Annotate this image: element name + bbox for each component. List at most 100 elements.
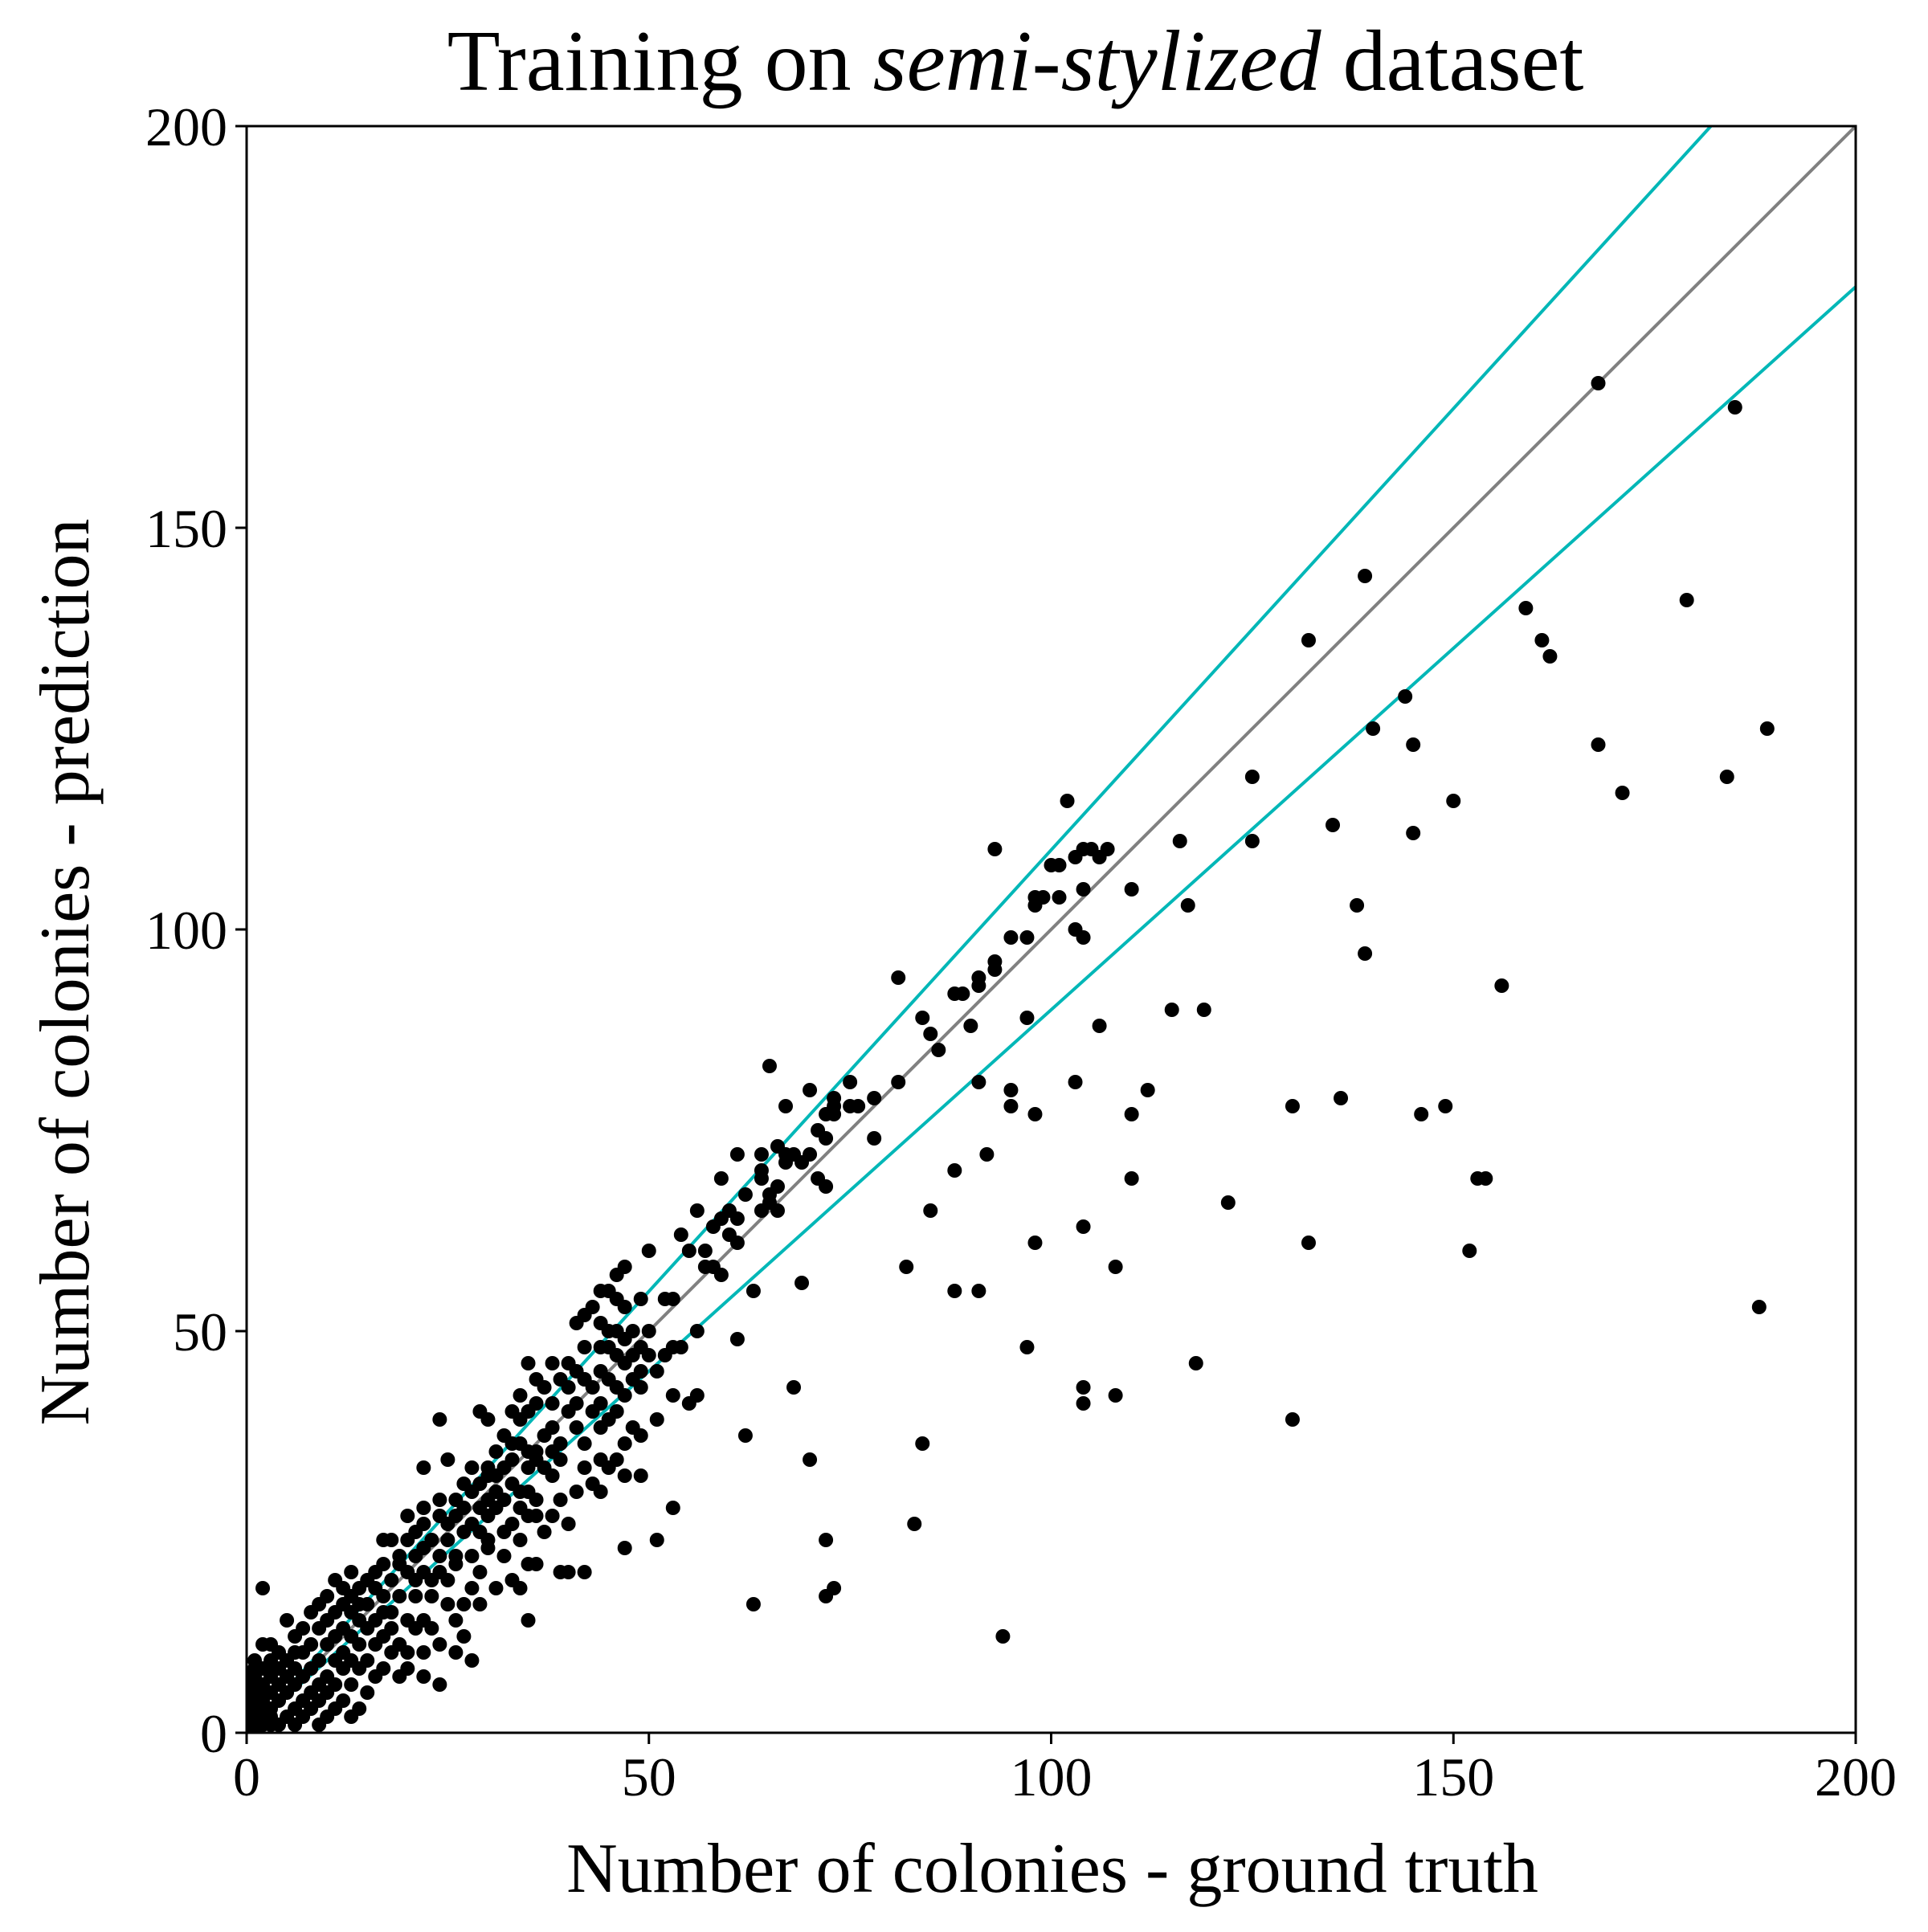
data-point	[617, 1541, 632, 1555]
data-point	[827, 1581, 842, 1595]
data-point	[392, 1589, 407, 1603]
data-point	[1052, 890, 1067, 905]
data-point	[424, 1621, 439, 1636]
data-point	[408, 1621, 423, 1636]
data-point	[819, 1533, 834, 1547]
data-point	[963, 1019, 978, 1033]
data-point	[1358, 946, 1373, 961]
data-point	[762, 1059, 777, 1073]
plot-area	[245, 125, 1857, 1734]
x-tick-label: 150	[1412, 1746, 1494, 1807]
data-point	[400, 1645, 415, 1660]
data-point	[1406, 826, 1421, 840]
x-tick-label: 50	[622, 1746, 676, 1807]
data-point	[1019, 1340, 1035, 1354]
data-point	[633, 1468, 648, 1483]
data-point	[891, 1075, 906, 1089]
data-point	[1534, 633, 1550, 647]
data-point	[408, 1589, 423, 1603]
data-point	[545, 1468, 560, 1483]
data-point	[1019, 930, 1035, 945]
data-point	[1719, 770, 1734, 784]
data-point	[665, 1501, 680, 1515]
data-point	[553, 1452, 568, 1467]
data-point	[778, 1155, 794, 1170]
data-point	[1406, 737, 1421, 752]
data-point	[713, 1171, 729, 1186]
data-point	[424, 1573, 439, 1587]
data-point	[1180, 898, 1195, 913]
data-point	[955, 986, 970, 1001]
data-point	[1350, 898, 1365, 913]
data-point	[641, 1324, 656, 1338]
data-point	[1124, 1107, 1139, 1121]
data-point	[440, 1597, 455, 1611]
y-tick-label: 0	[200, 1703, 227, 1764]
data-point	[593, 1284, 608, 1298]
data-point	[336, 1661, 351, 1676]
data-point	[681, 1244, 696, 1258]
data-point	[1124, 882, 1139, 897]
data-point	[1027, 898, 1043, 913]
data-point	[561, 1404, 576, 1419]
data-point	[697, 1244, 713, 1258]
data-point	[1759, 721, 1775, 736]
data-point	[384, 1573, 399, 1587]
data-point	[561, 1380, 576, 1395]
data-point	[304, 1605, 319, 1620]
data-point	[737, 1187, 753, 1202]
data-point	[971, 978, 986, 993]
data-point	[1027, 1107, 1043, 1121]
x-tick-label: 200	[1815, 1746, 1897, 1807]
data-point	[456, 1597, 472, 1611]
data-point	[521, 1557, 536, 1571]
data-point	[496, 1525, 512, 1539]
data-point	[649, 1412, 664, 1427]
data-point	[729, 1147, 745, 1162]
data-point	[344, 1677, 359, 1692]
data-point	[1326, 818, 1341, 832]
data-point	[545, 1396, 560, 1411]
data-point	[617, 1436, 632, 1451]
data-point	[1003, 1083, 1019, 1097]
scatter-points	[247, 376, 1775, 1733]
data-point	[521, 1509, 536, 1523]
data-point	[577, 1565, 592, 1579]
data-point	[705, 1219, 721, 1234]
data-point	[440, 1452, 455, 1467]
data-point	[729, 1211, 745, 1226]
data-point	[633, 1380, 648, 1395]
chart-title: Training on semi-stylized dataset	[447, 14, 1584, 109]
data-point	[601, 1460, 616, 1475]
data-point	[577, 1340, 592, 1354]
data-point	[416, 1460, 431, 1475]
data-point	[617, 1388, 632, 1403]
data-point	[1301, 1236, 1316, 1250]
data-point	[344, 1565, 359, 1579]
data-point	[480, 1509, 496, 1523]
data-point	[368, 1637, 383, 1652]
data-point	[464, 1549, 480, 1563]
data-point	[456, 1525, 472, 1539]
data-point	[1591, 376, 1606, 390]
data-point	[1679, 593, 1694, 607]
data-point	[593, 1420, 608, 1435]
data-point	[851, 1099, 866, 1113]
data-point	[673, 1340, 688, 1354]
data-point	[713, 1268, 729, 1282]
data-point	[537, 1380, 552, 1395]
data-point	[513, 1388, 528, 1403]
data-point	[754, 1203, 769, 1218]
data-point	[432, 1412, 447, 1427]
data-point	[472, 1597, 488, 1611]
data-point	[1108, 1388, 1123, 1403]
data-point	[633, 1292, 648, 1306]
chart-title-group: Training on semi-stylized dataset	[447, 14, 1584, 109]
data-point	[1108, 1260, 1123, 1274]
data-point	[987, 842, 1003, 856]
data-point	[794, 1276, 810, 1290]
data-point	[585, 1404, 600, 1419]
data-point	[376, 1533, 391, 1547]
data-point	[617, 1468, 632, 1483]
